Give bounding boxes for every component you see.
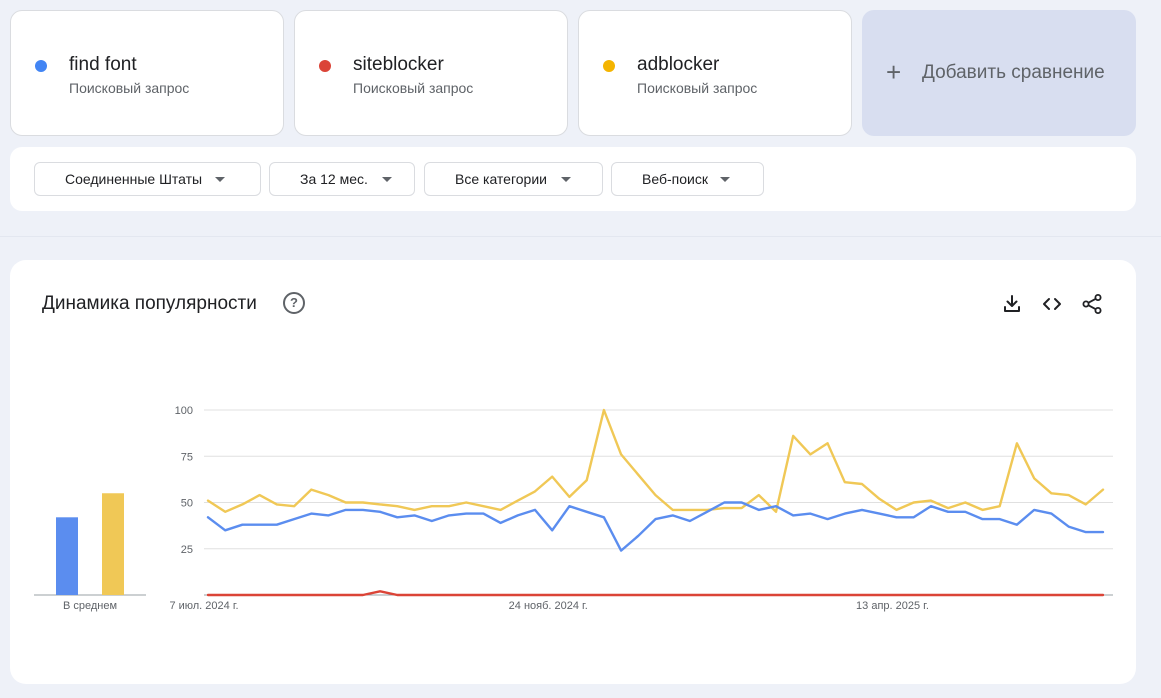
- term-color-dot: [603, 60, 615, 72]
- search-type-dropdown-label: Веб-поиск: [642, 171, 708, 187]
- share-icon[interactable]: [1080, 292, 1104, 316]
- average-bar-adblocker: [102, 493, 124, 595]
- chevron-down-icon: [215, 176, 226, 182]
- add-comparison-label: Добавить сравнение: [922, 62, 1105, 83]
- term-name: adblocker: [637, 54, 720, 75]
- term-name: siteblocker: [353, 54, 444, 75]
- average-bar-chart: В среднем: [34, 493, 146, 612]
- chart-title: Динамика популярности: [42, 293, 257, 314]
- y-tick-label: 25: [181, 544, 193, 556]
- interest-over-time-card: Динамика популярности ? В среднем 25 50 75…: [10, 260, 1136, 684]
- y-tick-label: 100: [175, 405, 193, 417]
- search-type-dropdown[interactable]: Веб-поиск: [611, 162, 764, 196]
- series-line-find-font: [206, 501, 1105, 552]
- category-dropdown-label: Все категории: [455, 171, 547, 187]
- x-tick-label: 13 апр. 2025 г.: [856, 600, 929, 612]
- filter-bar: Соединенные Штаты За 12 мес. Все категор…: [10, 147, 1136, 211]
- chevron-down-icon: [381, 176, 392, 182]
- series-line-siteblocker: [206, 590, 1105, 597]
- average-label: В среднем: [63, 600, 117, 612]
- term-color-dot: [35, 60, 47, 72]
- period-dropdown-label: За 12 мес.: [300, 171, 368, 187]
- term-card-adblocker[interactable]: adblocker Поисковый запрос: [578, 10, 852, 136]
- x-tick-label: 7 июл. 2024 г.: [169, 600, 238, 612]
- add-comparison-button[interactable]: + Добавить сравнение: [862, 10, 1136, 136]
- chevron-down-icon: [560, 176, 571, 182]
- term-kind: Поисковый запрос: [637, 80, 758, 96]
- region-dropdown-label: Соединенные Штаты: [65, 171, 203, 187]
- region-dropdown[interactable]: Соединенные Штаты: [34, 162, 261, 196]
- series-line-adblocker: [206, 408, 1105, 514]
- term-card-find-font[interactable]: find font Поисковый запрос: [10, 10, 284, 136]
- term-name: find font: [69, 54, 137, 75]
- period-dropdown[interactable]: За 12 мес.: [269, 162, 415, 196]
- term-kind: Поисковый запрос: [69, 80, 190, 96]
- x-tick-label: 24 нояб. 2024 г.: [509, 600, 588, 612]
- term-color-dot: [319, 60, 331, 72]
- section-divider: [0, 236, 1161, 237]
- term-card-siteblocker[interactable]: siteblocker Поисковый запрос: [294, 10, 568, 136]
- category-dropdown[interactable]: Все категории: [424, 162, 603, 196]
- embed-code-icon[interactable]: [1040, 292, 1064, 316]
- plus-icon: +: [886, 56, 902, 87]
- y-tick-label: 75: [181, 451, 193, 463]
- y-tick-label: 50: [181, 498, 193, 510]
- download-icon[interactable]: [1000, 292, 1024, 316]
- help-icon[interactable]: ?: [283, 292, 305, 314]
- chevron-down-icon: [719, 176, 730, 182]
- average-bar-find-font: [56, 517, 78, 595]
- interest-line-chart: 25 50 75 100 7 июл. 2024 г. 24 нояб. 2024 г.…: [169, 405, 1113, 612]
- term-kind: Поисковый запрос: [353, 80, 474, 96]
